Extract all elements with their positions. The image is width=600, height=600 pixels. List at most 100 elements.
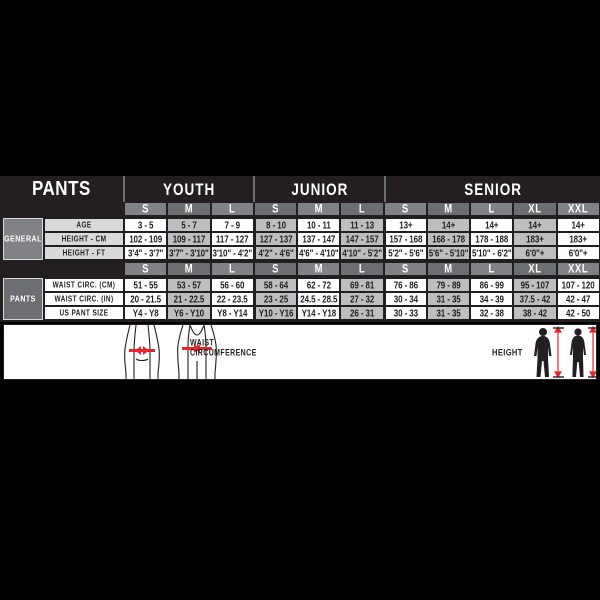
- table-cell-text: 4'10" - 5'2": [342, 247, 382, 259]
- size-header-text: L: [229, 202, 236, 216]
- table-cell: 37.5 - 42: [513, 292, 557, 306]
- table-cell-text: Y8 - Y14: [217, 307, 248, 319]
- table-cell: 13+: [383, 218, 427, 232]
- section-pants: PANTS WAIST CIRC. (CM) 51 - 55 53 - 57 56 -…: [0, 276, 600, 322]
- table-cell: 147 - 157: [340, 232, 384, 246]
- table-cell: 109 - 117: [167, 232, 211, 246]
- table-cell-text: 3'10" - 4'2": [212, 247, 253, 259]
- size-header-text: M: [314, 202, 324, 216]
- table-cell: 3'7" - 3'10": [167, 246, 211, 260]
- waist-label-line2: CIRCUMFERENCE: [190, 349, 257, 358]
- table-cell: 7 - 9: [210, 218, 254, 232]
- table-cell: Y14 - Y18: [297, 306, 341, 320]
- size-header-row-general: S M L S M L S M L XL XXL: [0, 202, 600, 216]
- height-label-text: HEIGHT: [492, 346, 523, 359]
- size-header-senior-xl: XL: [513, 262, 557, 276]
- page-title: PANTS: [0, 173, 123, 205]
- table-cell: 6'0"+: [513, 246, 557, 260]
- row-label: WAIST CIRC. (CM): [44, 278, 124, 292]
- table-row: WAIST CIRC. (CM) 51 - 55 53 - 57 56 - 60 58 …: [44, 278, 600, 292]
- table-row: AGE 3 - 5 5 - 7 7 - 9 8 - 10 10 - 11 11 - 13 13…: [44, 218, 600, 232]
- table-cell-text: 31 - 35: [436, 307, 461, 319]
- table-cell-text: 95 - 107: [520, 279, 550, 291]
- table-cell-text: 76 - 86: [393, 279, 418, 291]
- size-header-text: XXL: [567, 262, 589, 276]
- size-header-text: XXL: [567, 202, 589, 216]
- size-header-text: S: [272, 202, 279, 216]
- table-row: HEIGHT - CM 102 - 109 109 - 117 117 - 127 12…: [44, 232, 600, 246]
- column-group-junior: JUNIOR: [253, 176, 384, 202]
- table-cell-text: 86 - 99: [479, 279, 504, 291]
- size-header-text: M: [314, 262, 324, 276]
- table-cell-text: 42 - 47: [566, 293, 591, 305]
- size-header-text: L: [229, 262, 236, 276]
- row-label: WAIST CIRC. (IN): [44, 292, 124, 306]
- table-cell: 4'2" - 4'6": [253, 246, 298, 260]
- size-header-youth-l: L: [210, 202, 254, 216]
- table-cell: 53 - 57: [167, 278, 211, 292]
- table-cell: 27 - 32: [340, 292, 384, 306]
- table-cell: 31 - 35: [426, 292, 471, 306]
- table-cell-text: 30 - 34: [393, 293, 418, 305]
- table-cell: 69 - 81: [340, 278, 384, 292]
- table-cell-text: Y14 - Y18: [301, 307, 337, 319]
- column-group-senior-label: SENIOR: [464, 179, 522, 199]
- table-cell-text: 107 - 120: [561, 279, 595, 291]
- table-cell-text: 5'6" - 5'10": [428, 247, 469, 259]
- table-cell: 127 - 137: [253, 232, 298, 246]
- pants-size-chart: PANTS YOUTH JUNIOR SENIOR S M L S M L S M L XL XXL…: [0, 176, 600, 408]
- column-group-senior: SENIOR: [384, 176, 600, 202]
- size-header-senior-xxl: XXL: [556, 202, 600, 216]
- table-cell: 42 - 47: [556, 292, 600, 306]
- table-cell: Y6 - Y10: [167, 306, 211, 320]
- table-cell-text: 183+: [526, 233, 544, 245]
- table-cell: 5'6" - 5'10": [426, 246, 471, 260]
- table-cell-text: 14+: [571, 219, 585, 231]
- table-cell: 178 - 188: [470, 232, 514, 246]
- table-cell: 102 - 109: [124, 232, 168, 246]
- table-cell: 21 - 22.5: [167, 292, 211, 306]
- size-header-text: S: [142, 262, 150, 276]
- height-figure-female-icon: [570, 325, 596, 379]
- table-cell-text: 26 - 31: [350, 307, 375, 319]
- measurement-illustration-panel: WAIST CIRCUMFERENCE HEIGHT: [3, 324, 597, 380]
- table-cell-text: 8 - 10: [266, 219, 286, 231]
- size-header-text: XL: [528, 202, 542, 216]
- table-cell-text: 6'0"+: [568, 247, 588, 259]
- page-title-text: PANTS: [31, 176, 91, 200]
- table-cell-text: 56 - 60: [220, 279, 245, 291]
- table-cell-text: 53 - 57: [176, 279, 202, 291]
- table-cell-text: 30 - 33: [393, 307, 418, 319]
- table-cell-text: 37.5 - 42: [519, 293, 551, 305]
- size-header-senior-xl: XL: [513, 202, 557, 216]
- table-cell: 14+: [556, 218, 600, 232]
- table-cell: 31 - 35: [426, 306, 471, 320]
- size-header-text: L: [358, 262, 366, 276]
- table-cell-text: 23 - 25: [263, 293, 289, 305]
- size-header-junior-l: L: [340, 262, 384, 276]
- table-cell-text: 21 - 22.5: [173, 293, 205, 305]
- size-header-text: XL: [528, 262, 542, 276]
- size-header-text: L: [488, 202, 495, 216]
- table-cell: Y4 - Y8: [124, 306, 168, 320]
- size-header-text: S: [142, 202, 150, 216]
- table-cell: 5'2" - 5'6": [383, 246, 427, 260]
- table-cell-text: 24.5 - 28.5: [300, 293, 338, 305]
- size-header-text: S: [401, 202, 409, 216]
- table-cell: 183+: [556, 232, 600, 246]
- size-header-text: L: [488, 262, 495, 276]
- size-header-junior-s: S: [253, 202, 298, 216]
- section-label-pants: PANTS: [3, 278, 43, 320]
- waist-circumference-label: WAIST CIRCUMFERENCE: [190, 339, 257, 359]
- table-cell-text: 13+: [399, 219, 413, 231]
- row-label-text: HEIGHT - CM: [61, 234, 107, 244]
- table-cell: 157 - 168: [383, 232, 427, 246]
- size-header-junior-l: L: [340, 202, 384, 216]
- table-cell: 51 - 55: [124, 278, 168, 292]
- size-header-junior-m: M: [297, 202, 341, 216]
- row-label: US PANT SIZE: [44, 306, 124, 320]
- table-cell: 8 - 10: [253, 218, 298, 232]
- table-cell-text: 14+: [485, 219, 499, 231]
- table-row: WAIST CIRC. (IN) 20 - 21.5 21 - 22.5 22 - 2…: [44, 292, 600, 306]
- size-header-senior-l: L: [470, 202, 514, 216]
